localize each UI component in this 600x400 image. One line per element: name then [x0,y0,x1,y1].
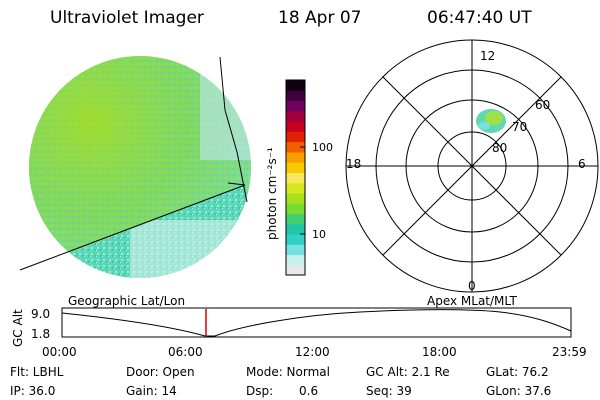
timeline-x-tick-0600: 06:00 [168,345,203,359]
colorbar-segment [286,121,305,132]
colorbar [286,80,305,276]
colorbar-segment [286,203,305,215]
mlt-label-12: 12 [480,49,495,63]
timeline-left-title: Geographic Lat/Lon [68,294,185,308]
date-label: 18 Apr 07 [278,8,362,28]
status-glon: GLon: 37.6 [486,384,552,398]
colorbar-segment [286,80,305,91]
time-label: 06:47:40 UT [427,8,532,28]
colorbar-segment [286,151,305,163]
colorbar-segment [286,244,305,256]
mlt-label-6: 6 [578,157,586,171]
timeline-y-label: GC Alt [11,309,25,347]
timeline-y-tick-top: 9.0 [31,307,50,321]
colorbar-segment [286,213,305,225]
colorbar-segment [286,110,305,122]
timeline-right-title: Apex MLat/MLT [427,294,517,308]
colorbar-frame [285,79,306,276]
status-dsp-value: 0.6 [299,384,319,398]
colorbar-segment [286,90,305,102]
status-glat: GLat: 76.2 [486,365,549,379]
timeline-x-tick-1200: 12:00 [295,345,330,359]
polar-plot [345,39,599,293]
status-ip: IP: 36.0 [10,384,56,398]
colorbar-segment [286,233,305,245]
timeline-y-tick-bottom: 1.8 [31,327,50,341]
timeline-x-tick-2359: 23:59 [552,345,587,359]
colorbar-segment [286,192,305,204]
status-door: Door: Open [126,365,195,379]
altitude-curve [61,309,572,337]
colorbar-segment [286,162,305,173]
colorbar-segment [286,182,305,194]
colorbar-segment [286,141,305,153]
mlt-label-18: 18 [346,157,361,171]
timeline-frame [61,307,572,338]
timeline-x-tick-0000: 00:00 [42,345,77,359]
instrument-title: Ultraviolet Imager [50,8,204,28]
colorbar-unit-label: photon cm⁻²s⁻¹ [265,147,279,240]
status-dsp-label: Dsp: [246,384,274,398]
status-seq: Seq: 39 [366,384,412,398]
colorbar-segment [286,131,305,143]
colorbar-segment [286,223,305,235]
status-mode: Mode: Normal [246,365,330,379]
earth-disk-image [29,56,251,278]
polar-aurora-blob [476,109,506,133]
colorbar-tick-label-100: 100 [312,141,333,154]
status-gain: Gain: 14 [126,384,177,398]
colorbar-segment [286,254,305,266]
colorbar-segment [286,100,305,112]
disk-overlay-lines [19,56,248,271]
lat-label-80: 80 [492,141,507,155]
colorbar-segment [286,264,305,276]
colorbar-tick-label-10: 10 [312,228,326,241]
status-flt: Flt: LBHL [10,365,64,379]
status-gc-alt: GC Alt: 2.1 Re [366,365,450,379]
colorbar-segment [286,172,305,184]
lat-label-60: 60 [535,98,550,112]
timeline-x-tick-1800: 18:00 [422,345,457,359]
lat-label-70: 70 [512,120,527,134]
mlt-label-0: 0 [468,279,476,293]
